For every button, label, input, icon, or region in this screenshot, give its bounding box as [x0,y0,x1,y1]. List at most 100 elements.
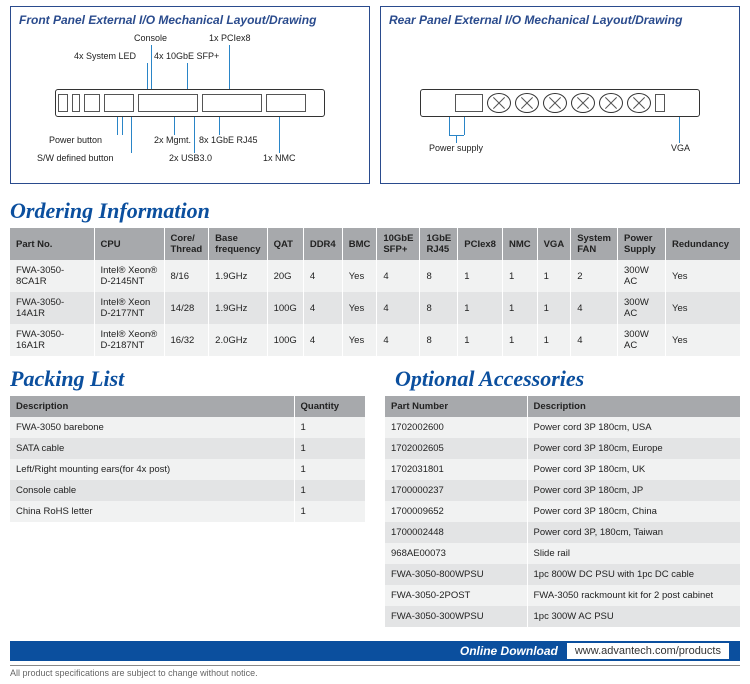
table-cell: Console cable [10,480,294,501]
footer-bar: Online Download www.advantech.com/produc… [10,641,740,661]
sysled-label: 4x System LED [74,51,136,61]
table-cell: Power cord 3P 180cm, Europe [527,438,740,459]
table-row: FWA-3050-8CA1RIntel® Xeon® D-2145NT8/161… [10,260,740,292]
table-cell: 2 [571,260,618,292]
table-cell: 1700009652 [385,501,527,522]
rear-diagram: Power supply VGA [389,33,731,173]
sfp-label: 4x 10GbE SFP+ [154,51,219,61]
table-row: SATA cable1 [10,438,365,459]
column-header: DDR4 [303,228,342,260]
rj45-label: 8x 1GbE RJ45 [199,135,258,145]
table-cell: FWA-3050-2POST [385,585,527,606]
table-cell: Yes [666,292,741,324]
table-cell: 4 [303,292,342,324]
table-cell: 100G [267,324,303,356]
accessories-section: Optional Accessories Part NumberDescript… [385,362,750,627]
pciex8-label: 1x PCIex8 [209,33,251,43]
table-cell: Left/Right mounting ears(for 4x post) [10,459,294,480]
table-cell: FWA-3050-8CA1R [10,260,94,292]
rear-panel: Rear Panel External I/O Mechanical Layou… [380,6,740,184]
table-row: 1702002605Power cord 3P 180cm, Europe [385,438,740,459]
column-header: PCIex8 [458,228,503,260]
table-cell: 4 [303,324,342,356]
psu-label: Power supply [429,143,483,153]
ordering-table: Part No.CPUCore/ ThreadBase frequencyQAT… [10,228,740,356]
table-cell: Yes [666,260,741,292]
download-url[interactable]: www.advantech.com/products [566,642,730,660]
powerbtn-label: Power button [49,135,102,145]
table-cell: 1 [458,292,503,324]
column-header: Description [10,396,294,417]
column-header: Core/ Thread [164,228,209,260]
table-cell: 1 [502,260,537,292]
table-row: Left/Right mounting ears(for 4x post)1 [10,459,365,480]
table-cell: 4 [377,292,420,324]
table-cell: 1 [294,438,365,459]
table-cell: FWA-3050 rackmount kit for 2 post cabine… [527,585,740,606]
table-cell: 1 [458,324,503,356]
table-cell: 1 [537,324,571,356]
table-cell: Intel® Xeon D-2177NT [94,292,164,324]
table-cell: Power cord 3P 180cm, UK [527,459,740,480]
table-cell: SATA cable [10,438,294,459]
column-header: System FAN [571,228,618,260]
table-cell: 300W AC [618,292,666,324]
table-cell: 20G [267,260,303,292]
table-cell: Yes [342,324,377,356]
table-cell: 1 [537,292,571,324]
front-diagram: Console 1x PCIex8 4x System LED 4x 10GbE… [19,33,361,173]
column-header: Redundancy [666,228,741,260]
column-header: NMC [502,228,537,260]
table-cell: Power cord 3P 180cm, JP [527,480,740,501]
column-header: Description [527,396,740,417]
table-row: 1700009652Power cord 3P 180cm, China [385,501,740,522]
table-cell: 100G [267,292,303,324]
front-device-drawing [55,89,325,117]
rear-panel-title: Rear Panel External I/O Mechanical Layou… [389,13,731,27]
table-row: FWA-3050 barebone1 [10,417,365,438]
column-header: VGA [537,228,571,260]
table-cell: 1 [502,292,537,324]
accessories-title: Optional Accessories [385,362,750,396]
table-cell: 8/16 [164,260,209,292]
table-cell: 1 [502,324,537,356]
column-header: BMC [342,228,377,260]
table-cell: Power cord 3P, 180cm, Taiwan [527,522,740,543]
table-cell: FWA-3050-16A1R [10,324,94,356]
table-cell: Intel® Xeon® D-2187NT [94,324,164,356]
table-cell: Power cord 3P 180cm, China [527,501,740,522]
table-cell: Power cord 3P 180cm, USA [527,417,740,438]
rear-device-drawing [420,89,700,117]
table-row: FWA-3050-16A1RIntel® Xeon® D-2187NT16/32… [10,324,740,356]
table-row: Console cable1 [10,480,365,501]
packing-title: Packing List [0,362,365,396]
table-row: 1702002600Power cord 3P 180cm, USA [385,417,740,438]
table-cell: 4 [571,324,618,356]
table-cell: 300W AC [618,324,666,356]
table-cell: 1pc 800W DC PSU with 1pc DC cable [527,564,740,585]
table-cell: 1 [537,260,571,292]
table-cell: 1 [294,501,365,522]
table-cell: 4 [377,260,420,292]
panels-row: Front Panel External I/O Mechanical Layo… [0,0,750,194]
table-cell: 2.0GHz [209,324,267,356]
table-cell: 4 [377,324,420,356]
packing-table: DescriptionQuantity FWA-3050 barebone1SA… [10,396,365,522]
table-cell: 1.9GHz [209,260,267,292]
console-label: Console [134,33,167,43]
column-header: Power Supply [618,228,666,260]
table-row: FWA-3050-2POSTFWA-3050 rackmount kit for… [385,585,740,606]
column-header: Quantity [294,396,365,417]
two-col-section: Packing List DescriptionQuantity FWA-305… [0,362,750,633]
table-cell: 968AE00073 [385,543,527,564]
footnote: All product specifications are subject t… [0,666,750,684]
table-cell: FWA-3050-800WPSU [385,564,527,585]
table-cell: FWA-3050-300WPSU [385,606,527,627]
table-cell: 1 [294,480,365,501]
table-cell: 4 [303,260,342,292]
table-cell: 1702002600 [385,417,527,438]
table-cell: Slide rail [527,543,740,564]
table-row: FWA-3050-14A1RIntel® Xeon D-2177NT14/281… [10,292,740,324]
column-header: Base frequency [209,228,267,260]
column-header: Part No. [10,228,94,260]
